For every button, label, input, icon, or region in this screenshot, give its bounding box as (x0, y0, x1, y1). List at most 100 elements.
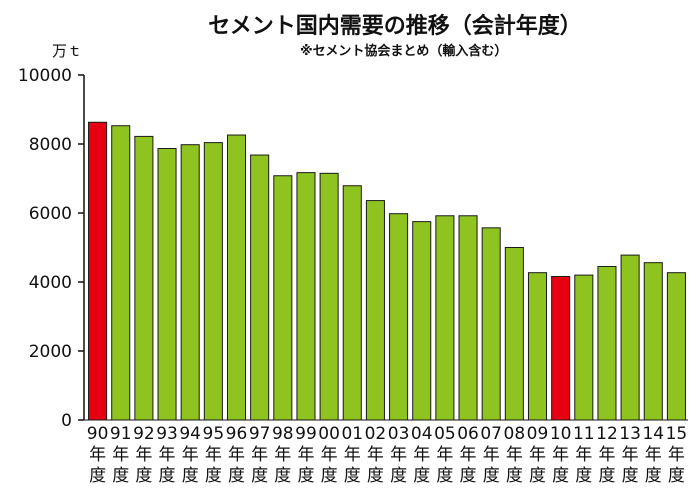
x-tick-label-suffix: 度 (297, 466, 314, 486)
bar (620, 254, 640, 421)
x-tick-label: 12 (596, 424, 618, 444)
bar (504, 247, 524, 421)
bar (666, 272, 686, 421)
x-tick-label: 93 (156, 424, 178, 444)
y-tick-label: 6000 (29, 204, 72, 224)
bar (365, 200, 385, 421)
x-tick-label-suffix: 年 (251, 445, 268, 465)
x-tick-label-suffix: 年 (552, 445, 569, 465)
x-tick-label-suffix: 度 (251, 466, 268, 486)
x-tick-label-suffix: 年 (344, 445, 361, 465)
x-tick-label: 01 (341, 424, 363, 444)
x-tick-label: 05 (434, 424, 456, 444)
x-tick-label-suffix: 年 (413, 445, 430, 465)
y-tick-label: 8000 (29, 135, 72, 155)
x-tick-label-suffix: 年 (274, 445, 291, 465)
x-tick-label: 90 (87, 424, 109, 444)
bar (342, 185, 362, 421)
x-tick-label-suffix: 度 (182, 466, 199, 486)
x-tick-label-suffix: 年 (112, 445, 129, 465)
x-tick-label-suffix: 度 (89, 466, 106, 486)
x-tick-label-suffix: 年 (228, 445, 245, 465)
x-tick-label-suffix: 度 (622, 466, 639, 486)
x-tick-label: 11 (573, 424, 595, 444)
bar (203, 142, 223, 421)
y-tick-label: 4000 (29, 273, 72, 293)
x-tick-label-suffix: 度 (436, 466, 453, 486)
y-tick-label: 0 (61, 411, 72, 431)
x-tick-label-suffix: 度 (552, 466, 569, 486)
x-tick-label-suffix: 度 (506, 466, 523, 486)
x-tick-label-suffix: 年 (159, 445, 176, 465)
x-tick-label-suffix: 度 (205, 466, 222, 486)
x-tick-label: 96 (226, 424, 248, 444)
x-tick-label-suffix: 年 (89, 445, 106, 465)
x-tick-label-suffix: 度 (460, 466, 477, 486)
x-tick-label-suffix: 度 (668, 466, 685, 486)
x-tick-label-suffix: 年 (645, 445, 662, 465)
x-tick-label-suffix: 度 (344, 466, 361, 486)
chart-subtitle: ※セメント協会まとめ（輸入含む） (300, 44, 508, 59)
x-tick-label-suffix: 年 (668, 445, 685, 465)
x-tick-label-suffix: 年 (483, 445, 500, 465)
bar (435, 215, 455, 421)
x-tick-label-suffix: 年 (506, 445, 523, 465)
x-tick-label: 92 (133, 424, 155, 444)
x-tick-label: 15 (666, 424, 688, 444)
x-tick-label-suffix: 度 (274, 466, 291, 486)
x-tick-label-suffix: 年 (622, 445, 639, 465)
x-tick-label: 99 (295, 424, 317, 444)
x-tick-label: 08 (504, 424, 526, 444)
x-tick-label-suffix: 度 (112, 466, 129, 486)
bar (597, 265, 617, 421)
x-tick-label: 14 (642, 424, 664, 444)
x-tick-label: 98 (272, 424, 294, 444)
x-tick-label-suffix: 度 (413, 466, 430, 486)
x-tick-label-suffix: 度 (159, 466, 176, 486)
x-tick-label-suffix: 年 (390, 445, 407, 465)
bar (296, 172, 316, 421)
chart-title: セメント国内需要の推移（会計年度） (208, 14, 582, 39)
x-tick-label-suffix: 度 (575, 466, 592, 486)
bar (412, 221, 432, 421)
x-tick-label: 09 (527, 424, 549, 444)
x-tick-label: 02 (365, 424, 387, 444)
y-tick-label: 10000 (18, 66, 72, 86)
x-tick-label-suffix: 年 (297, 445, 314, 465)
x-tick-label: 00 (318, 424, 340, 444)
x-tick-label-suffix: 度 (321, 466, 338, 486)
x-tick-label: 07 (480, 424, 502, 444)
x-tick-label-suffix: 年 (575, 445, 592, 465)
bar-highlight (551, 275, 571, 421)
x-tick-label: 94 (179, 424, 201, 444)
x-tick-label: 06 (457, 424, 479, 444)
bar (111, 125, 131, 421)
bar (134, 135, 154, 421)
x-tick-label-suffix: 度 (529, 466, 546, 486)
bar (643, 262, 663, 421)
x-tick-label-suffix: 年 (460, 445, 477, 465)
x-tick-label-suffix: 度 (135, 466, 152, 486)
bar (180, 144, 200, 421)
bar (389, 213, 409, 421)
x-tick-label: 97 (249, 424, 271, 444)
bar (226, 134, 247, 421)
x-tick-label-suffix: 度 (483, 466, 500, 486)
x-tick-label: 91 (110, 424, 132, 444)
bar (319, 172, 339, 421)
bar (458, 215, 478, 421)
x-tick-label: 13 (619, 424, 641, 444)
x-tick-label-suffix: 度 (390, 466, 407, 486)
x-tick-label-suffix: 度 (367, 466, 384, 486)
bar-highlight (88, 121, 108, 421)
bar (481, 227, 501, 421)
x-tick-label: 03 (388, 424, 410, 444)
x-tick-label-suffix: 年 (321, 445, 338, 465)
x-tick-label: 04 (411, 424, 433, 444)
x-tick-label-suffix: 年 (205, 445, 222, 465)
x-tick-label-suffix: 年 (182, 445, 199, 465)
x-tick-label: 95 (203, 424, 225, 444)
x-tick-label-suffix: 度 (598, 466, 615, 486)
